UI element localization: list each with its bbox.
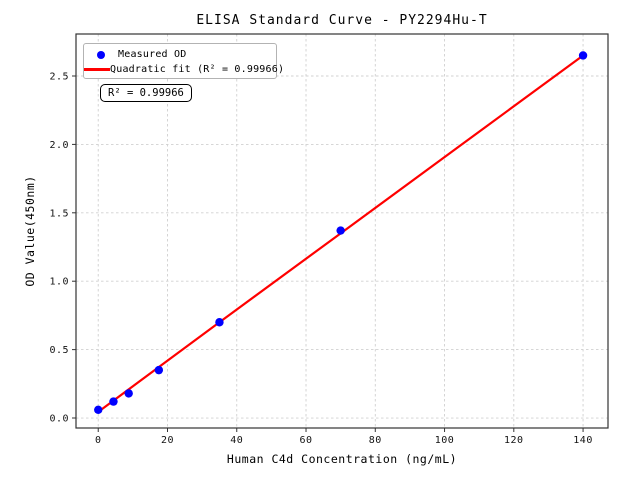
x-tick-label: 140	[573, 435, 593, 446]
x-tick-label: 120	[504, 435, 524, 446]
x-tick-label: 20	[161, 435, 174, 446]
y-tick-label: 0.5	[49, 345, 69, 356]
data-point	[578, 51, 588, 60]
data-point	[154, 365, 164, 375]
legend-item-quadratic-fit: Quadratic fit (R² = 0.99966)	[84, 62, 284, 77]
x-axis-label: Human C4d Concentration (ng/mL)	[226, 452, 458, 466]
y-tick-label: 1.5	[49, 208, 69, 219]
r-squared-annotation: R² = 0.99966	[100, 84, 192, 102]
legend-label-measured-od: Measured OD	[118, 49, 187, 60]
y-tick-label: 2.0	[49, 140, 69, 151]
x-tick-label: 100	[435, 435, 455, 446]
x-tick-label: 0	[95, 435, 102, 446]
legend-item-measured-od: Measured OD	[84, 47, 276, 62]
chart-title: ELISA Standard Curve - PY2294Hu-T	[196, 13, 488, 28]
legend: Measured OD Quadratic fit (R² = 0.99966)	[83, 43, 284, 79]
data-point	[94, 405, 103, 415]
y-tick-label: 2.5	[49, 71, 69, 82]
legend-label-quadratic-fit: Quadratic fit (R² = 0.99966)	[110, 64, 285, 75]
data-point	[109, 397, 118, 406]
axes-frame	[75, 33, 609, 429]
y-tick-label: 1.0	[49, 277, 69, 288]
scatter-marker-icon	[97, 50, 105, 59]
data-point	[336, 226, 345, 235]
legend-swatch	[84, 50, 118, 59]
line-marker-icon	[84, 68, 110, 71]
x-tick-label: 60	[299, 435, 312, 446]
data-point	[215, 318, 224, 327]
x-tick-label: 40	[230, 435, 243, 446]
y-axis-label: OD Value(450nm)	[23, 175, 37, 287]
x-tick-label: 80	[369, 435, 382, 446]
legend-swatch	[84, 68, 110, 71]
data-point	[124, 389, 133, 398]
y-tick-label: 0.0	[49, 414, 69, 425]
